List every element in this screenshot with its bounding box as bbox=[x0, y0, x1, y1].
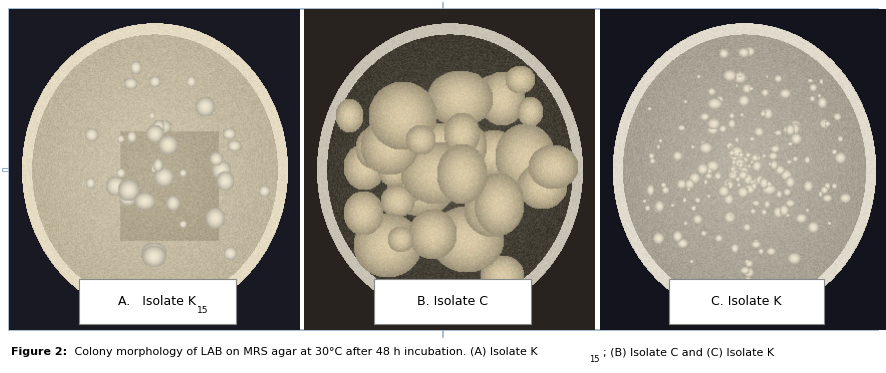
Bar bbox=[884, 168, 886, 171]
Text: A.   Isolate K: A. Isolate K bbox=[118, 295, 196, 308]
Text: B. Isolate C: B. Isolate C bbox=[416, 295, 487, 308]
Bar bbox=[9, 9, 877, 330]
Text: 15: 15 bbox=[588, 355, 599, 364]
Text: 15: 15 bbox=[197, 306, 208, 315]
FancyBboxPatch shape bbox=[668, 279, 823, 324]
Text: C. Isolate K: C. Isolate K bbox=[710, 295, 781, 308]
Text: ; (B) Isolate C and (C) Isolate K: ; (B) Isolate C and (C) Isolate K bbox=[602, 348, 773, 357]
FancyBboxPatch shape bbox=[374, 279, 531, 324]
Text: Colony morphology of LAB on MRS agar at 30°C after 48 h incubation. (A) Isolate : Colony morphology of LAB on MRS agar at … bbox=[71, 348, 537, 357]
FancyBboxPatch shape bbox=[79, 279, 236, 324]
Text: Figure 2:: Figure 2: bbox=[11, 348, 66, 357]
Bar bbox=[2, 168, 9, 171]
